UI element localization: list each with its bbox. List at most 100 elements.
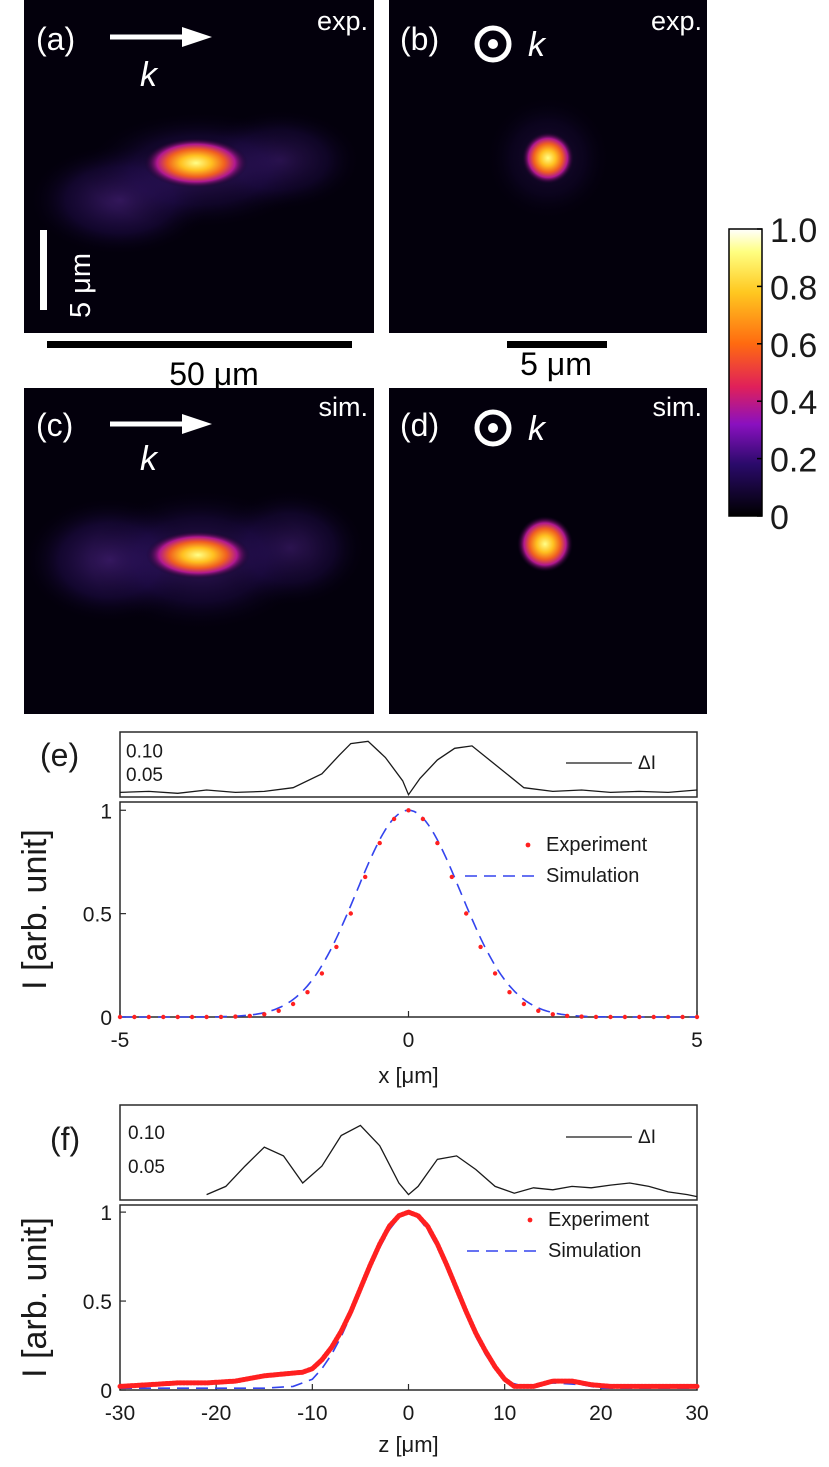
panel-d-focal-spot: [517, 516, 573, 572]
panel-c-k: k: [140, 440, 159, 478]
panel-d-tag: sim.: [653, 392, 703, 422]
chart-e-main-experiment-point: [348, 911, 353, 916]
panel-b: (b) exp. k: [389, 0, 707, 333]
chart-f-main-legend-experiment: Experiment: [548, 1209, 650, 1231]
chart-e-diff-line: [119, 740, 698, 797]
chart-f-main-legend-simulation: Simulation: [548, 1240, 641, 1262]
panel-a-tag: exp.: [317, 6, 368, 36]
panel-b-tag: exp.: [651, 6, 702, 36]
chart-e-diff-ytick-label: 0.05: [126, 765, 163, 786]
chart-e-main-xtick-label: 5: [691, 1029, 703, 1052]
chart-f-diff: (f) 0.10 0.05 ΔI: [50, 1104, 698, 1201]
chart-e-main-ytick-label: 0: [100, 1007, 112, 1030]
panel-a-bottom-scale-label: 50 μm: [169, 356, 259, 392]
panel-b-k: k: [528, 26, 547, 64]
chart-e-main-frame: [119, 801, 698, 1018]
chart-e-main-experiment-point: [637, 1014, 642, 1020]
chart-e-main-experiment-point: [262, 1012, 267, 1017]
chart-f-diff-ytick-label: 0.05: [128, 1157, 165, 1178]
chart-e-main-experiment-point: [593, 1014, 599, 1020]
chart-f-main-xtick-label: 20: [589, 1402, 612, 1425]
chart-f-main-xtick-label: -10: [297, 1402, 327, 1425]
chart-e-main-legend-experiment-marker: [525, 842, 531, 848]
panel-a-vertical-scale-label: 5 μm: [65, 253, 97, 318]
chart-e-main-experiment-point: [334, 944, 339, 950]
panel-d-out-of-plane-icon: [474, 409, 512, 447]
chart-e-main-experiment-point: [290, 1001, 296, 1007]
chart-e-main-experiment-point: [146, 1014, 151, 1020]
chart-f-main-xtick-label: -30: [105, 1402, 135, 1425]
chart-e-main-experiment-point: [247, 1013, 252, 1019]
colorbar-tick-label: 0.6: [770, 327, 817, 365]
chart-e-main-experiment-point: [507, 990, 512, 995]
chart-e-main-experiment-point: [694, 1014, 700, 1020]
colorbar-tick-label: 0.8: [770, 269, 817, 307]
chart-e-main-experiment-point: [117, 1014, 123, 1020]
chart-e-main-experiment-point: [276, 1008, 281, 1013]
chart-f-main-ylabel: I [arb. unit]: [16, 1217, 54, 1378]
chart-e-main-experiment-point: [391, 816, 397, 822]
chart-e-label: (e): [40, 737, 79, 773]
panel-c-tag: sim.: [319, 392, 369, 422]
chart-e-main-legend-simulation: Simulation: [546, 865, 639, 887]
chart-e-main-experiment-point: [305, 990, 310, 995]
panel-c-focal-spot: [146, 531, 250, 579]
panel-b-out-of-plane-icon: [474, 25, 512, 63]
chart-e-main-experiment-point: [319, 971, 325, 976]
panel-d-letter: (d): [400, 407, 439, 443]
chart-e-main-ytick-label: 1: [100, 800, 112, 823]
chart-f-main-simulation-line: [120, 1211, 697, 1389]
panel-a-k: k: [140, 56, 159, 94]
chart-e-diff-ytick-label: 0.10: [126, 742, 163, 763]
panel-b-focal-spot: [522, 132, 574, 184]
chart-e-diff: (e) 0.100.05 ΔI: [40, 731, 698, 798]
panel-c: (c) sim. k: [24, 388, 374, 714]
chart-f-main-experiment-line: [117, 1209, 700, 1389]
chart-f-diff-legend-label: ΔI: [638, 1127, 656, 1148]
panel-d: (d) sim. k: [389, 388, 707, 714]
chart-f-main-xtick-label: 30: [685, 1402, 708, 1425]
chart-e-main-experiment-point: [175, 1014, 180, 1020]
chart-f-main-ytick-label: 0.5: [83, 1291, 112, 1314]
chart-e-main-experiment-point: [233, 1014, 238, 1019]
panel-a: (a) exp. k 5 μm: [24, 0, 374, 333]
panel-c-arrow-icon: [110, 414, 212, 434]
panel-a-letter: (a): [36, 21, 75, 57]
chart-e-main-legend-experiment: Experiment: [546, 834, 648, 856]
chart-f-main-xlabel: z [μm]: [378, 1432, 438, 1457]
chart-e-main-experiment-point: [521, 1001, 527, 1007]
chart-f-diff-line: [206, 1124, 698, 1198]
chart-e-main-xlabel: x [μm]: [378, 1063, 438, 1088]
chart-e-main-experiment-point: [449, 874, 454, 880]
chart-e-main-experiment-point: [680, 1014, 685, 1020]
panel-a-arrow-icon: [110, 27, 212, 47]
chart-e-main-experiment-point: [132, 1014, 137, 1020]
chart-e-main-experiment-point: [204, 1014, 209, 1020]
panel-d-k: k: [528, 410, 547, 448]
chart-e-main-experiment-point: [218, 1014, 224, 1020]
chart-f-label: (f): [50, 1121, 80, 1157]
chart-e-main-ylabel: I [arb. unit]: [16, 829, 54, 990]
chart-e-main-ytick-label: 0.5: [83, 904, 112, 927]
colorbar-tick-label: 1.0: [770, 212, 817, 250]
chart-e-main-experiment-point: [420, 816, 426, 822]
chart-e-main-experiment-point: [608, 1014, 613, 1020]
chart-e-main-experiment-point: [536, 1008, 541, 1013]
chart-f-main-xtick-label: 0: [403, 1402, 415, 1425]
panel-b-bottom-scale-label: 5 μm: [520, 346, 592, 382]
chart-e-main-experiment-point: [492, 971, 498, 976]
chart-e-main-experiment-point: [651, 1014, 656, 1020]
chart-f-main-frame: [119, 1204, 698, 1391]
chart-f-diff-frame: [119, 1104, 698, 1201]
chart-f-main-legend-experiment-marker: [527, 1217, 533, 1223]
chart-f-main-xtick-label: 10: [493, 1402, 516, 1425]
chart-e-main-experiment-point: [665, 1014, 671, 1020]
chart-e-main-experiment-point: [435, 840, 440, 846]
panel-a-focal-spot: [144, 138, 248, 188]
panel-c-letter: (c): [36, 407, 73, 443]
chart-e-main-experiment-point: [579, 1014, 584, 1019]
colorbar-gradient: [728, 228, 763, 517]
chart-e-main-experiment-point: [565, 1013, 570, 1019]
chart-e-main-experiment-point: [406, 808, 411, 813]
